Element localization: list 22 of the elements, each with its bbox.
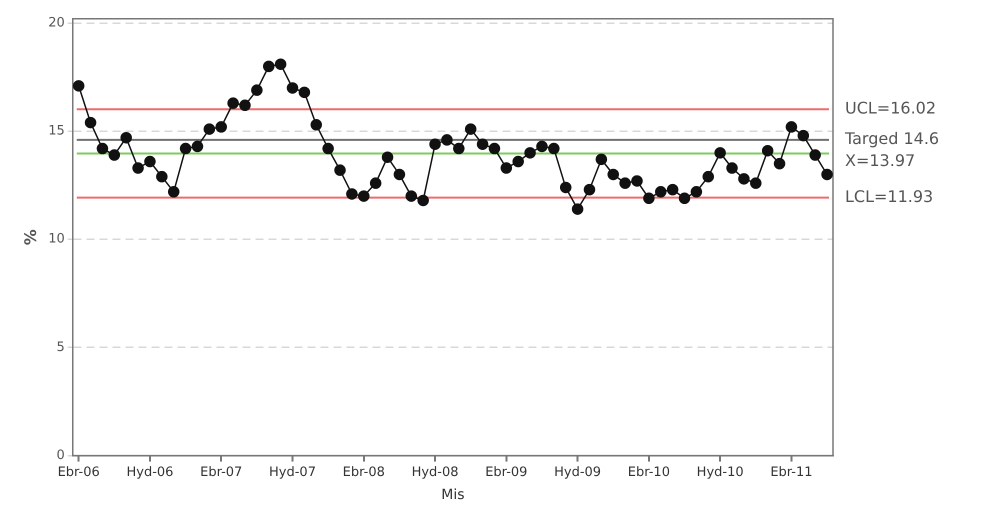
y-tick-label: 20 [48,16,65,30]
ref-line-label: Targed 14.6 [844,129,940,148]
x-axis-title: Mis [441,487,465,504]
y-tick-label: 0 [56,448,65,463]
x-tick-label: Hyd-07 [269,464,316,480]
x-tick-label: Ebr-10 [628,464,670,480]
x-tick-label: Ebr-06 [58,464,100,480]
x-tick-label: Hyd-08 [412,464,459,480]
x-tick-label: Hyd-09 [554,464,602,480]
x-tick-label: Ebr-11 [770,464,813,480]
ref-line-label: UCL=16.02 [845,98,936,118]
y-tick-label: 5 [56,340,65,355]
x-tick-label: Hyd-06 [126,464,174,480]
y-axis-title: % [20,229,40,246]
y-tick-label: 10 [48,232,65,247]
x-tick-label: Ebr-07 [200,464,242,480]
ref-line-label: X=13.97 [845,151,916,170]
y-tick-label: 15 [48,124,65,139]
x-tick-label: Hyd-10 [696,464,744,480]
x-tick-label: Ebr-08 [342,464,385,480]
ref-line-label: LCL=11.93 [845,186,934,206]
x-tick-label: Ebr-09 [485,464,528,480]
